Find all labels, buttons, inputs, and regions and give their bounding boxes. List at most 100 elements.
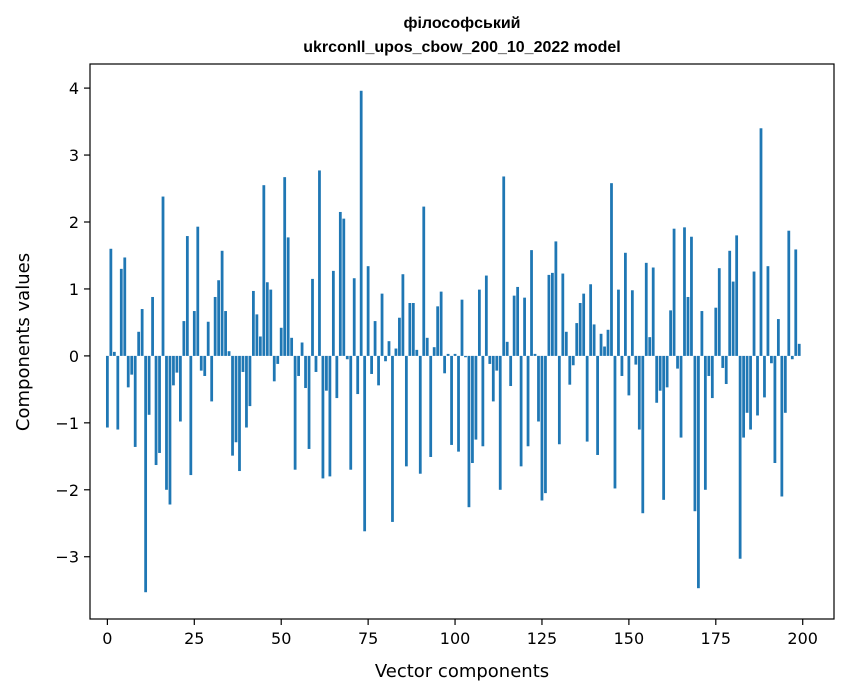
- bar: [742, 355, 745, 438]
- bar: [464, 355, 467, 358]
- bar: [585, 355, 589, 442]
- bar: [189, 355, 193, 476]
- bar: [620, 355, 624, 376]
- bar: [213, 296, 217, 356]
- bar: [617, 289, 620, 356]
- bar: [484, 275, 488, 356]
- bar: [220, 250, 224, 356]
- bar: [391, 355, 394, 522]
- bar: [797, 343, 801, 356]
- bar: [255, 314, 259, 356]
- chart-title: філософський: [403, 15, 520, 32]
- bar: [446, 353, 450, 356]
- bar: [610, 183, 613, 356]
- bar: [192, 311, 196, 356]
- bar: [710, 355, 714, 399]
- bar: [335, 355, 339, 399]
- x-tick-label: 50: [271, 629, 291, 648]
- bar: [373, 321, 377, 356]
- bar: [703, 355, 707, 490]
- bar: [140, 309, 144, 356]
- y-tick-label: −3: [55, 548, 79, 567]
- bar: [606, 329, 610, 356]
- bar: [265, 282, 269, 356]
- bar: [693, 355, 697, 512]
- bar: [206, 321, 210, 356]
- bar: [404, 355, 408, 467]
- bar: [158, 355, 161, 453]
- bar: [119, 268, 123, 356]
- bar: [297, 355, 300, 376]
- bar: [540, 355, 544, 501]
- bar: [443, 355, 447, 374]
- bar: [557, 355, 561, 445]
- bar: [731, 281, 735, 356]
- bar: [745, 355, 749, 413]
- bar: [599, 333, 603, 356]
- bar: [749, 355, 752, 430]
- bar: [578, 303, 582, 356]
- bar: [307, 355, 311, 449]
- bar: [252, 290, 255, 356]
- bar: [161, 196, 165, 356]
- bar: [613, 355, 617, 489]
- bar: [700, 311, 704, 356]
- bar: [505, 341, 509, 356]
- bar: [707, 355, 711, 376]
- bar: [359, 90, 363, 356]
- bar: [776, 319, 780, 356]
- bar: [137, 331, 141, 356]
- bar: [130, 355, 134, 375]
- bar: [349, 355, 353, 470]
- bar: [665, 355, 669, 388]
- bar: [697, 355, 700, 589]
- bar: [523, 297, 526, 356]
- bar: [676, 355, 679, 369]
- bar: [151, 296, 154, 356]
- bar: [783, 355, 787, 413]
- bar: [672, 228, 676, 356]
- bar: [457, 355, 460, 452]
- bar: [370, 355, 373, 374]
- bar: [641, 355, 645, 514]
- bar: [547, 274, 551, 356]
- bar: [630, 290, 634, 356]
- bar: [377, 355, 380, 386]
- bar: [185, 236, 189, 356]
- bar: [401, 274, 405, 356]
- bar: [568, 355, 572, 385]
- bar: [331, 270, 335, 356]
- bar: [109, 248, 113, 356]
- bar: [123, 257, 127, 356]
- bar: [453, 353, 457, 356]
- bar: [738, 355, 742, 559]
- bar: [467, 355, 471, 508]
- bar: [363, 355, 367, 532]
- bar: [432, 347, 436, 356]
- chart-subtitle: ukrconll_upos_cbow_200_10_2022 model: [303, 39, 620, 56]
- bar: [269, 289, 273, 356]
- bar: [345, 355, 349, 360]
- bar: [248, 355, 252, 407]
- bar: [690, 236, 693, 356]
- bar: [477, 289, 481, 356]
- bar: [530, 250, 533, 356]
- x-tick-label: 25: [184, 629, 204, 648]
- bar: [318, 170, 321, 356]
- y-axis-label: Components values: [13, 253, 34, 431]
- bar: [662, 355, 666, 500]
- bar: [311, 278, 314, 356]
- bar: [241, 355, 245, 372]
- bar: [283, 177, 287, 356]
- bar: [592, 324, 596, 356]
- bar: [293, 355, 297, 470]
- bar: [272, 355, 276, 382]
- bar: [460, 299, 464, 356]
- bar: [637, 355, 641, 430]
- bar: [554, 241, 558, 356]
- bar: [411, 303, 415, 356]
- bar: [245, 355, 248, 428]
- bar: [756, 355, 759, 416]
- bar: [172, 355, 175, 386]
